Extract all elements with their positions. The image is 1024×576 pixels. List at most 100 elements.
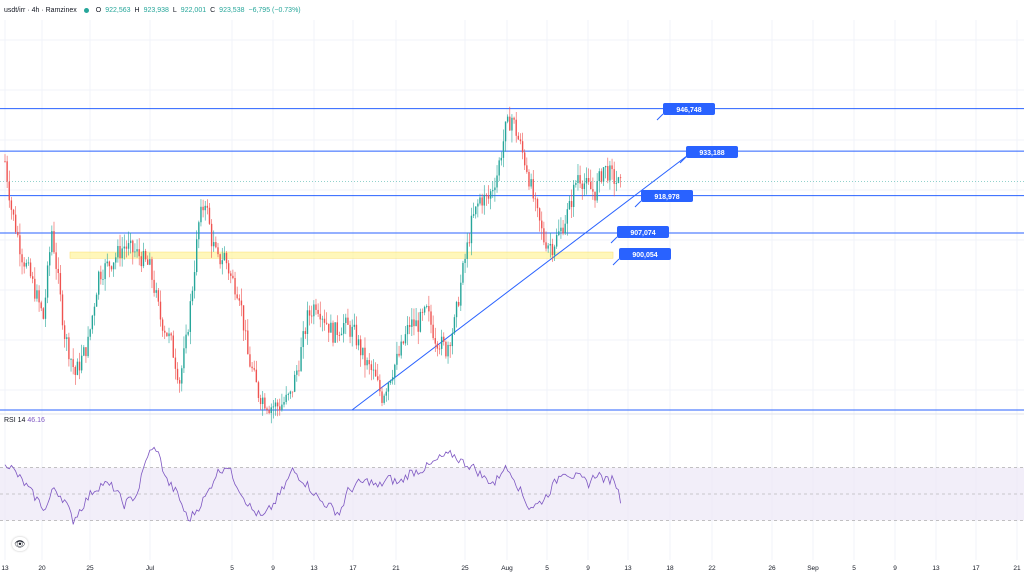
candle-body	[596, 181, 598, 201]
x-tick-label: 25	[461, 565, 469, 572]
candle-body	[430, 311, 432, 325]
candle-body	[313, 304, 315, 317]
candle-body	[100, 271, 102, 280]
candle-body	[387, 382, 390, 392]
candle-body	[551, 243, 554, 256]
low-label: L	[172, 6, 177, 14]
price-label-box	[617, 226, 669, 238]
candle-body	[302, 331, 304, 348]
symbol-label[interactable]: usdt/irr · 4h · Ramzinex	[4, 6, 77, 14]
candle-body	[619, 177, 622, 179]
candle-body	[613, 169, 615, 184]
candle-body	[381, 391, 383, 403]
candle-body	[106, 261, 108, 264]
candle-body	[398, 353, 400, 356]
candle-body	[144, 250, 147, 260]
x-tick-label: 17	[972, 565, 980, 572]
candle-body	[268, 409, 270, 414]
candle-body	[91, 315, 94, 330]
eye-icon[interactable]: 👁	[12, 537, 28, 551]
candle-body	[191, 290, 194, 302]
candle-body	[219, 254, 221, 265]
candle-body	[27, 262, 30, 264]
candle-body	[511, 117, 513, 131]
candle-body	[147, 259, 149, 265]
candle-body	[63, 325, 66, 339]
candle-body	[36, 290, 38, 299]
candle-body	[161, 319, 164, 331]
candle-body	[242, 305, 245, 331]
rsi-label[interactable]: RSI 14	[4, 417, 26, 424]
candle-body	[502, 141, 505, 158]
candle-body	[136, 249, 138, 252]
candle-body	[129, 240, 132, 244]
candle-body	[368, 360, 370, 365]
candle-body	[19, 235, 21, 255]
candle-body	[528, 171, 530, 187]
candle-body	[338, 334, 341, 336]
candle-body	[204, 205, 206, 211]
candle-body	[134, 251, 136, 253]
candle-body	[434, 338, 436, 344]
candle-body	[98, 271, 100, 295]
candle-body	[34, 278, 36, 299]
candle-body	[573, 184, 575, 208]
candle-body	[585, 178, 588, 184]
candle-body	[317, 309, 319, 314]
candle-body	[472, 214, 475, 216]
x-tick-label: 25	[86, 565, 94, 572]
x-tick-label: 5	[230, 565, 234, 572]
candle-body	[443, 336, 445, 342]
candle-body	[287, 393, 289, 395]
price-label: 933,188	[699, 150, 724, 157]
candle-body	[355, 324, 358, 346]
candle-body	[46, 265, 49, 298]
candle-body	[372, 369, 375, 371]
candle-body	[23, 262, 25, 267]
candle-body	[587, 178, 590, 183]
candle-body	[385, 391, 387, 396]
price-label: 918,978	[654, 194, 679, 201]
candle-body	[8, 181, 10, 201]
candle-body	[240, 300, 243, 306]
candle-body	[6, 161, 8, 182]
candle-body	[366, 360, 368, 366]
candle-body	[581, 183, 583, 189]
candle-body	[12, 209, 15, 215]
candle-body	[391, 377, 394, 381]
candle-body	[336, 322, 338, 335]
candle-body	[159, 301, 162, 320]
candle-body	[4, 161, 6, 162]
candle-body	[14, 214, 17, 232]
candle-body	[21, 254, 23, 263]
candle-body	[428, 306, 430, 312]
candle-body	[76, 361, 79, 375]
candle-body	[255, 369, 258, 383]
candle-body	[298, 370, 300, 372]
candle-body	[80, 355, 83, 371]
candle-body	[575, 183, 577, 185]
candle-body	[142, 250, 145, 267]
candle-body	[102, 279, 104, 280]
candle-body	[421, 311, 424, 313]
candle-body	[321, 318, 324, 320]
candle-body	[530, 179, 532, 187]
rsi-line	[4, 446, 621, 525]
candle-body	[155, 290, 157, 293]
candle-body	[568, 201, 571, 210]
candle-body	[259, 397, 262, 405]
candle-body	[104, 263, 106, 280]
candle-body	[383, 395, 385, 403]
candle-body	[257, 382, 260, 398]
candle-body	[396, 353, 398, 365]
candle-body	[592, 189, 594, 192]
candle-body	[83, 347, 85, 356]
candle-body	[436, 343, 439, 349]
candle-body	[494, 187, 496, 191]
candle-body	[524, 152, 526, 166]
candle-body	[404, 334, 407, 344]
candle-body	[328, 323, 330, 333]
candle-body	[506, 116, 509, 122]
candle-body	[406, 325, 409, 335]
